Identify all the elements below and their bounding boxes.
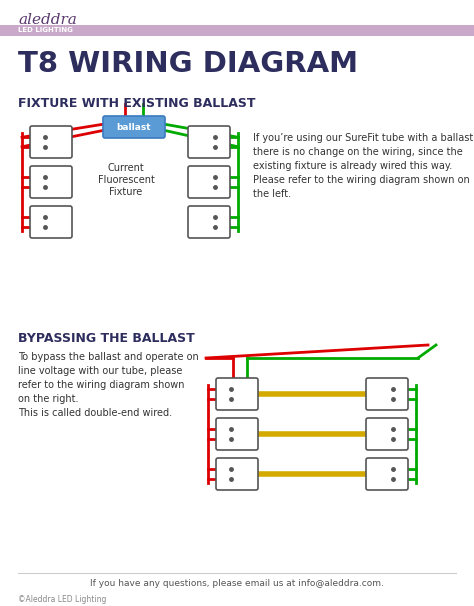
FancyBboxPatch shape [30, 206, 72, 238]
FancyBboxPatch shape [188, 126, 230, 158]
FancyBboxPatch shape [366, 378, 408, 410]
Text: If you’re using our SureFit tube with a ballast,
there is no change on the wirin: If you’re using our SureFit tube with a … [253, 133, 474, 199]
FancyBboxPatch shape [30, 166, 72, 198]
Text: aleddra: aleddra [18, 13, 77, 27]
FancyBboxPatch shape [103, 116, 165, 138]
FancyBboxPatch shape [188, 206, 230, 238]
Text: If you have any questions, please email us at info@aleddra.com.: If you have any questions, please email … [90, 579, 384, 588]
FancyBboxPatch shape [216, 418, 258, 450]
FancyBboxPatch shape [188, 166, 230, 198]
Text: T8 WIRING DIAGRAM: T8 WIRING DIAGRAM [18, 50, 358, 78]
Text: FIXTURE WITH EXISTING BALLAST: FIXTURE WITH EXISTING BALLAST [18, 97, 255, 110]
FancyBboxPatch shape [366, 418, 408, 450]
FancyBboxPatch shape [366, 458, 408, 490]
Text: LED LIGHTING: LED LIGHTING [18, 27, 73, 33]
FancyBboxPatch shape [30, 126, 72, 158]
Text: Current
Fluorescent
Fixture: Current Fluorescent Fixture [98, 164, 155, 196]
Text: BYPASSING THE BALLAST: BYPASSING THE BALLAST [18, 332, 195, 345]
Text: ballast: ballast [117, 122, 151, 132]
FancyBboxPatch shape [0, 25, 474, 36]
Text: To bypass the ballast and operate on
line voltage with our tube, please
refer to: To bypass the ballast and operate on lin… [18, 352, 199, 418]
Text: ©Aleddra LED Lighting: ©Aleddra LED Lighting [18, 595, 106, 604]
FancyBboxPatch shape [216, 458, 258, 490]
FancyBboxPatch shape [216, 378, 258, 410]
